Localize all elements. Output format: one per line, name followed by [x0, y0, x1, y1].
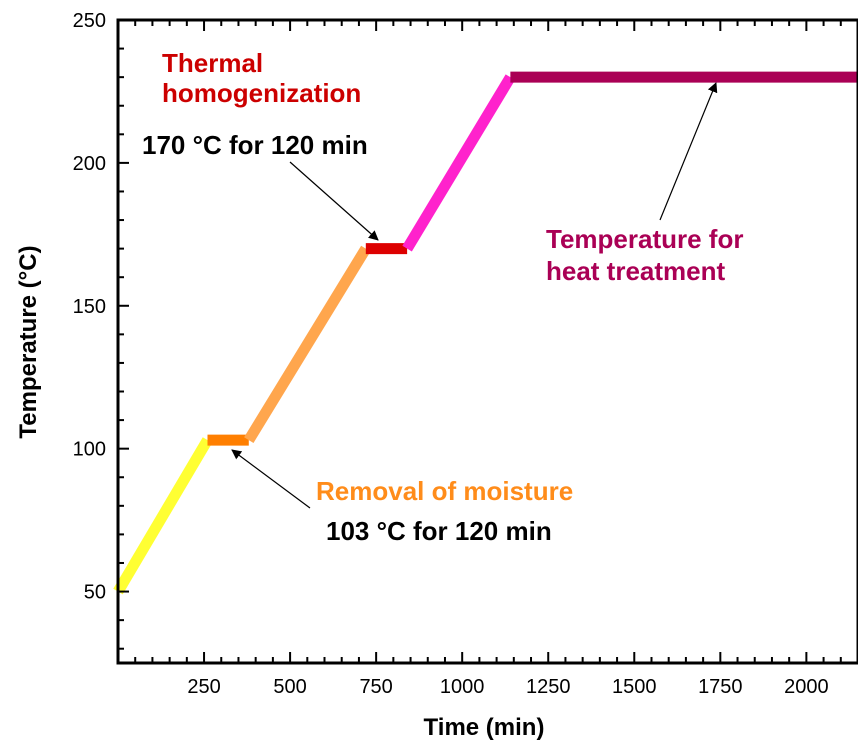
arrow-thermal [289, 161, 379, 241]
x-tick-label: 750 [359, 676, 392, 698]
x-tick-label: 2000 [784, 676, 829, 698]
x-axis-title: Time (min) [424, 714, 545, 741]
arrow-heat [659, 82, 718, 221]
y-tick-label: 150 [73, 296, 106, 318]
y-axis-title: Temperature (°C) [15, 245, 42, 438]
x-tick-label: 250 [187, 676, 220, 698]
y-tick-label: 250 [73, 10, 106, 32]
x-tick-label: 500 [273, 676, 306, 698]
y-tick-label: 200 [73, 153, 106, 175]
x-tick-label: 1250 [526, 676, 571, 698]
y-tick-label: 50 [84, 582, 106, 604]
annotation-moisture-detail: 103 °C for 120 min [326, 516, 552, 546]
series-segment-1 [113, 437, 213, 595]
series-segment-3 [244, 245, 371, 443]
y-tick-label: 100 [73, 439, 106, 461]
annotation-moisture-title: Removal of moisture [316, 476, 573, 506]
plot-frame [116, 18, 858, 665]
arrow-moisture [231, 449, 311, 509]
x-tick-label: 1500 [612, 676, 657, 698]
annotation-thermal-detail: 170 °C for 120 min [142, 130, 368, 160]
series-segment-5 [402, 74, 516, 252]
annotation-thermal-title: Thermal homogenization [162, 48, 361, 108]
annotation-heat-treatment: Temperature for heat treatment [546, 224, 743, 286]
x-tick-label: 1000 [440, 676, 485, 698]
x-tick-label: 1750 [698, 676, 743, 698]
